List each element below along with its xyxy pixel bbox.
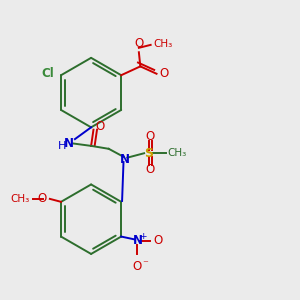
Text: CH₃: CH₃ bbox=[168, 148, 187, 158]
Text: O: O bbox=[134, 37, 143, 50]
Text: O: O bbox=[146, 163, 155, 176]
Text: O: O bbox=[160, 67, 169, 80]
Text: CH₃: CH₃ bbox=[10, 194, 29, 204]
Text: Cl: Cl bbox=[41, 67, 54, 80]
Text: +: + bbox=[139, 232, 146, 241]
Text: O: O bbox=[133, 260, 142, 272]
Text: ⁻: ⁻ bbox=[143, 259, 148, 269]
Text: N: N bbox=[64, 137, 74, 150]
Text: H: H bbox=[58, 142, 67, 152]
Text: N: N bbox=[120, 153, 130, 166]
Text: CH₃: CH₃ bbox=[154, 39, 173, 49]
Text: O: O bbox=[146, 130, 155, 143]
Text: O: O bbox=[95, 120, 104, 133]
Text: N: N bbox=[132, 235, 142, 248]
Text: O: O bbox=[37, 192, 46, 206]
Text: S: S bbox=[144, 147, 153, 160]
Text: O: O bbox=[154, 235, 163, 248]
